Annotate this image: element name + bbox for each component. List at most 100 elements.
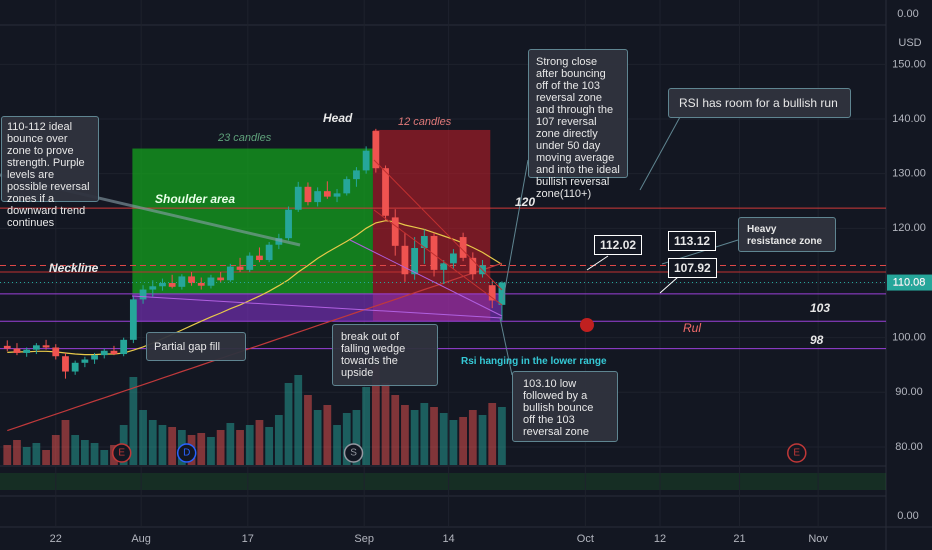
event-marker [787,443,807,463]
volume-bar [410,410,419,465]
candle-body [411,248,419,275]
candle-body [149,286,157,290]
price-tag: 107.92 [668,258,717,278]
candle-body [110,350,118,355]
y-tick-label: 150.00 [892,58,926,70]
volume-bar [488,403,497,465]
last-price-label: 110.08 [893,276,926,288]
candle-body [401,245,409,275]
level-label: Rul [683,321,702,335]
candle-body [62,356,69,372]
moving-average [7,220,503,356]
volume-bar [168,427,177,465]
event-marker [111,443,132,463]
candle-body [382,168,389,216]
tag-pointer [586,255,609,271]
event-label: E [793,448,800,459]
volume-bar [449,420,458,465]
wedge-line [373,209,503,306]
volume-bar [459,417,468,465]
candle-body [459,237,467,258]
volume-bar [207,437,215,465]
candle-body [372,131,380,169]
indicator-label: 0.00 [897,8,918,20]
annotation: 23 candles [218,132,272,144]
annotation: Head [323,111,353,125]
candle-body [430,235,438,270]
volume-bar [381,383,390,465]
volume-bar [478,415,487,465]
candle-body [450,253,457,264]
candle-body [236,266,244,270]
x-tick-label: Oct [577,533,594,545]
volume-bar [304,395,312,465]
annotation: 103.10 low followed by a bullish bounce … [512,371,618,442]
volume-bar [216,430,225,465]
volume-bar [439,413,448,465]
event-label: E [118,448,125,459]
candle-body [3,345,11,349]
event-marker [343,443,364,463]
volume-bar [158,425,167,465]
annotation: RSI has room for a bullish run [668,88,851,118]
volume-bar [61,420,70,465]
gap-line [131,295,503,319]
volume-bar [333,425,341,465]
volume-bar [197,433,206,465]
candle-body [129,299,137,340]
candle-body [420,235,428,249]
volume-bar [352,410,361,465]
volume-bar [51,435,60,465]
volume-bar [265,427,274,465]
candle-body [362,150,370,171]
volume-bar [22,447,31,465]
candle-body [71,362,79,372]
gap-line [349,239,503,317]
candle-body [256,255,263,261]
candle-body [469,257,477,275]
volume-bar [129,377,138,465]
annotation: Strong close after bouncing off of the 1… [528,49,628,200]
volume-bar [342,413,351,465]
candle-body [488,285,496,301]
volume-bar [255,420,264,465]
tag-pointer [659,276,679,294]
volume-bar [313,410,322,465]
volume-bar [274,415,283,465]
moving-average [7,262,503,432]
volume-bar [284,383,293,465]
candle-body [391,217,399,246]
y-tick-label: 130.00 [892,168,926,180]
x-tick-label: 17 [242,533,254,545]
zone [132,148,373,295]
candle-body [226,266,234,281]
candle-body [197,282,205,286]
volume-bar [139,410,147,465]
candle-body [81,359,89,363]
price-tag: 113.12 [668,231,717,251]
candle-body [120,339,128,355]
volume-bar [245,425,254,465]
candle-body [294,186,302,210]
y-tick-label: 110.00 [893,277,926,289]
candle-body [168,282,176,287]
y-tick-label: 90.00 [895,386,923,398]
volume-bar [32,443,41,465]
x-tick-label: Nov [808,533,828,545]
volume-bar [100,450,109,465]
volume-bar [391,395,400,465]
volume-bar [371,365,380,465]
callout-pointer [502,159,529,301]
volume-bar [468,410,477,465]
candle-body [304,186,312,203]
x-tick-label: Sep [354,533,374,545]
volume-bar [498,407,506,465]
candle-body [333,193,341,197]
event-label: S [350,448,357,459]
candle-body [246,255,254,270]
volume-bar [294,375,303,465]
candle-body [323,191,331,197]
indicator-band [0,473,886,490]
